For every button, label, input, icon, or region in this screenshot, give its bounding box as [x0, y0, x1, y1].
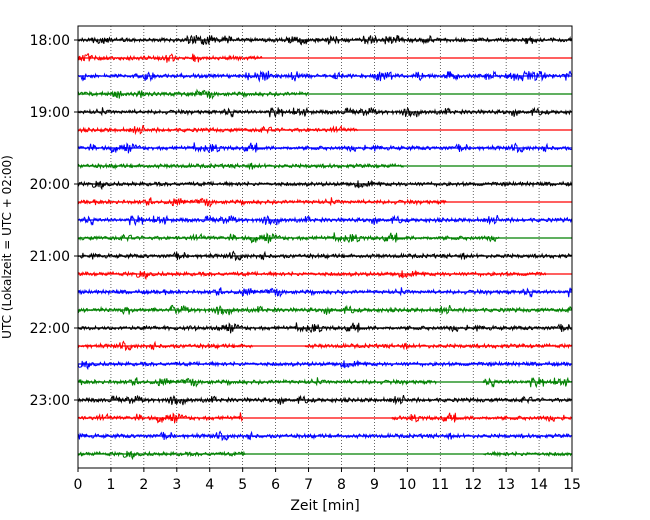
- trace-signal: [77, 179, 572, 191]
- trace-1930: [77, 142, 572, 154]
- x-tick-label: 11: [431, 477, 449, 493]
- trace-signal: [77, 359, 572, 371]
- trace-2130: [77, 287, 572, 298]
- trace-2000: [77, 179, 572, 191]
- trace-1845: [77, 88, 572, 100]
- y-tick-label: 19:00: [30, 105, 70, 121]
- trace-signal: [77, 322, 572, 334]
- trace-signal: [77, 53, 263, 63]
- trace-2200: [77, 322, 572, 334]
- trace-2145: [77, 304, 572, 316]
- trace-signal: [390, 412, 572, 423]
- trace-2045: [78, 232, 572, 244]
- trace-signal: [483, 450, 573, 458]
- trace-signal: [77, 340, 253, 352]
- trace-signal: [77, 88, 309, 100]
- trace-signal: [77, 287, 572, 298]
- x-tick-label: 15: [563, 477, 581, 493]
- trace-1900: [77, 106, 572, 119]
- x-axis-label: Zeit [min]: [290, 498, 359, 514]
- trace-signal: [77, 162, 404, 171]
- trace-2230: [77, 359, 572, 371]
- trace-signal: [77, 142, 572, 154]
- trace-signal: [77, 124, 358, 136]
- trace-2245: [77, 376, 573, 389]
- trace-2215: [77, 340, 573, 352]
- trace-1915: [77, 124, 572, 136]
- x-tick-label: 10: [398, 477, 416, 493]
- x-tick-label: 14: [530, 477, 548, 493]
- trace-signal: [77, 394, 572, 406]
- x-tick-label: 12: [464, 477, 482, 493]
- x-tick-label: 7: [304, 477, 313, 493]
- y-axis-ticks: 18:00 19:00 20:00 21:00 22:00 23:00: [30, 33, 78, 409]
- trace-signal: [77, 430, 572, 442]
- trace-signal: [482, 376, 573, 389]
- y-tick-label: 23:00: [30, 393, 70, 409]
- trace-2330: [77, 430, 572, 442]
- x-tick-label: 1: [106, 477, 115, 493]
- y-tick-label: 22:00: [30, 321, 70, 337]
- trace-lines: [77, 34, 573, 461]
- trace-signal: [77, 412, 243, 424]
- y-tick-label: 18:00: [30, 33, 70, 49]
- trace-signal: [77, 377, 437, 388]
- y-tick-label: 20:00: [30, 177, 70, 193]
- trace-2015: [77, 197, 572, 208]
- x-tick-label: 3: [172, 477, 181, 493]
- x-tick-label: 6: [271, 477, 280, 493]
- trace-1800: [77, 34, 572, 46]
- x-tick-label: 2: [139, 477, 148, 493]
- trace-1945: [77, 162, 572, 171]
- x-tick-label: 5: [238, 477, 247, 493]
- trace-2100: [77, 250, 572, 262]
- trace-signal: [78, 450, 246, 461]
- trace-2300: [77, 394, 572, 406]
- x-tick-label: 8: [337, 477, 346, 493]
- trace-signal: [77, 214, 572, 227]
- x-tick-label: 0: [74, 477, 83, 493]
- y-axis-label: UTC (Lokalzeit = UTC + 02:00): [0, 155, 14, 339]
- trace-signal: [78, 232, 500, 244]
- trace-signal: [77, 304, 572, 316]
- trace-2115: [77, 269, 572, 281]
- y-tick-label: 21:00: [30, 249, 70, 265]
- x-tick-label: 9: [370, 477, 379, 493]
- x-tick-label: 4: [205, 477, 214, 493]
- trace-2315: [77, 412, 572, 424]
- trace-signal: [77, 250, 572, 262]
- trace-1815: [77, 53, 572, 63]
- trace-signal: [77, 34, 572, 46]
- trace-signal: [77, 106, 572, 119]
- trace-signal: [77, 70, 572, 83]
- x-axis-ticks: 0 1 2 3 4 5 6 7 8 9 10 11 12 13 14 15: [74, 468, 581, 493]
- trace-2345: [78, 450, 573, 461]
- plot-frame: [77, 25, 573, 469]
- x-tick-label: 13: [497, 477, 515, 493]
- trace-signal: [77, 197, 447, 208]
- trace-2030: [77, 214, 572, 227]
- trace-signal: [77, 269, 547, 281]
- trace-1830: [77, 70, 572, 83]
- trace-signal: [304, 342, 573, 351]
